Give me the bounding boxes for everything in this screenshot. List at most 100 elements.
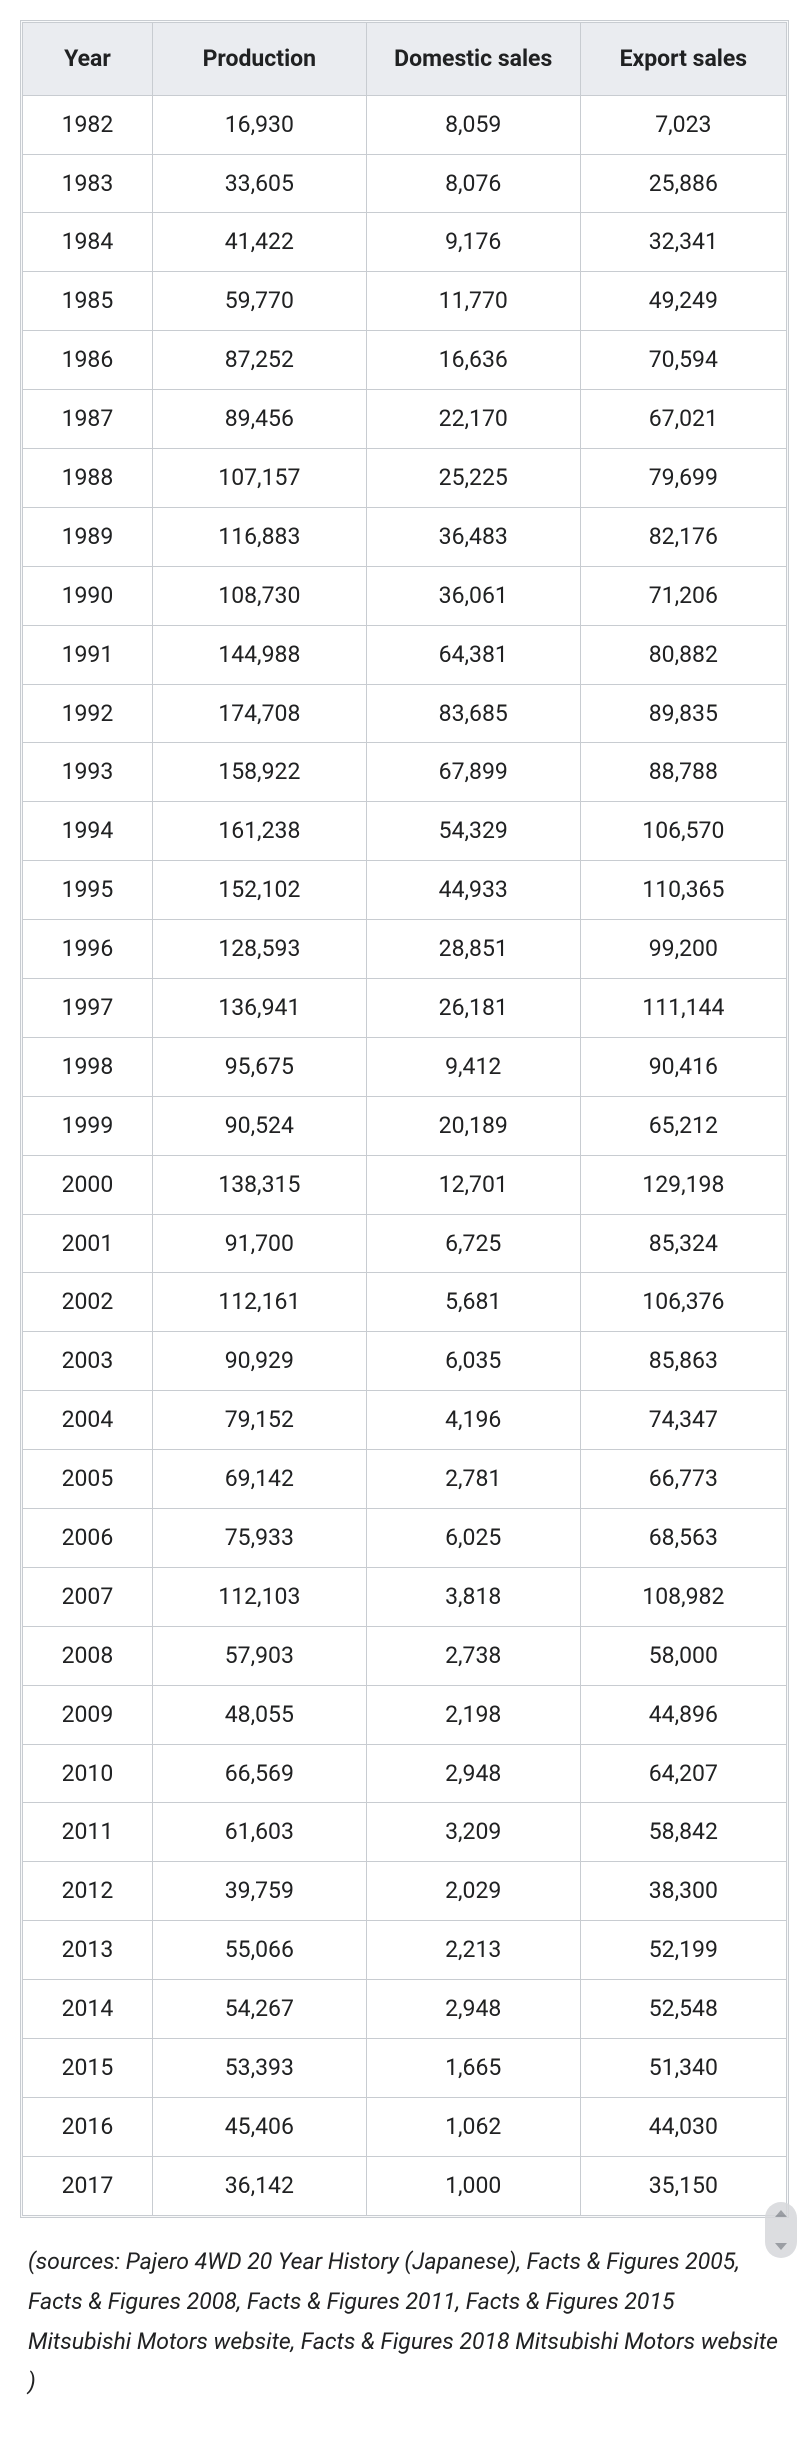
table-cell: 1982 [23,95,153,154]
table-row: 201645,4061,06244,030 [23,2097,787,2156]
table-cell: 58,000 [580,1626,786,1685]
table-cell: 1,665 [366,2039,580,2098]
table-cell: 1,000 [366,2156,580,2215]
table-cell: 61,603 [152,1803,366,1862]
table-row: 198687,25216,63670,594 [23,331,787,390]
table-cell: 36,483 [366,507,580,566]
table-cell: 106,376 [580,1273,786,1332]
table-cell: 74,347 [580,1391,786,1450]
table-cell: 68,563 [580,1509,786,1568]
table-cell: 2015 [23,2039,153,2098]
table-cell: 1987 [23,390,153,449]
scroll-pill[interactable] [765,2202,797,2258]
table-cell: 1992 [23,684,153,743]
table-cell: 2004 [23,1391,153,1450]
table-cell: 53,393 [152,2039,366,2098]
col-header-production[interactable]: Production [152,23,366,96]
table-cell: 2001 [23,1214,153,1273]
table-cell: 52,548 [580,1980,786,2039]
table-cell: 2010 [23,1744,153,1803]
col-header-year[interactable]: Year [23,23,153,96]
table-cell: 75,933 [152,1509,366,1568]
table-row: 2000138,31512,701129,198 [23,1155,787,1214]
table-cell: 116,883 [152,507,366,566]
table-cell: 58,842 [580,1803,786,1862]
table-cell: 138,315 [152,1155,366,1214]
table-cell: 54,329 [366,802,580,861]
table-cell: 1991 [23,625,153,684]
table-row: 200191,7006,72585,324 [23,1214,787,1273]
table-cell: 52,199 [580,1921,786,1980]
table-cell: 2,948 [366,1744,580,1803]
table-row: 1990108,73036,06171,206 [23,566,787,625]
table-cell: 112,161 [152,1273,366,1332]
table-cell: 1989 [23,507,153,566]
table-cell: 25,886 [580,154,786,213]
table-cell: 3,818 [366,1567,580,1626]
table-cell: 90,416 [580,1037,786,1096]
table-cell: 1983 [23,154,153,213]
table-row: 198441,4229,17632,341 [23,213,787,272]
data-table-container: Year Production Domestic sales Export sa… [20,20,789,2218]
table-cell: 26,181 [366,979,580,1038]
table-cell: 2005 [23,1450,153,1509]
table-cell: 66,569 [152,1744,366,1803]
col-header-export-sales[interactable]: Export sales [580,23,786,96]
table-cell: 28,851 [366,920,580,979]
table-cell: 6,035 [366,1332,580,1391]
table-cell: 2012 [23,1862,153,1921]
table-cell: 6,725 [366,1214,580,1273]
table-cell: 2008 [23,1626,153,1685]
table-row: 200569,1422,78166,773 [23,1450,787,1509]
table-cell: 2009 [23,1685,153,1744]
table-cell: 1998 [23,1037,153,1096]
table-cell: 1996 [23,920,153,979]
table-row: 201553,3931,66551,340 [23,2039,787,2098]
col-header-domestic-sales[interactable]: Domestic sales [366,23,580,96]
table-row: 201239,7592,02938,300 [23,1862,787,1921]
table-cell: 11,770 [366,272,580,331]
table-row: 198216,9308,0597,023 [23,95,787,154]
table-cell: 1986 [23,331,153,390]
table-row: 198333,6058,07625,886 [23,154,787,213]
table-cell: 79,699 [580,448,786,507]
table-cell: 136,941 [152,979,366,1038]
table-row: 2002112,1615,681106,376 [23,1273,787,1332]
table-cell: 87,252 [152,331,366,390]
table-cell: 2017 [23,2156,153,2215]
table-cell: 2011 [23,1803,153,1862]
table-cell: 2016 [23,2097,153,2156]
table-cell: 95,675 [152,1037,366,1096]
table-cell: 174,708 [152,684,366,743]
table-row: 201355,0662,21352,199 [23,1921,787,1980]
table-cell: 110,365 [580,861,786,920]
table-cell: 2,198 [366,1685,580,1744]
table-cell: 67,899 [366,743,580,802]
table-cell: 2002 [23,1273,153,1332]
table-cell: 80,882 [580,625,786,684]
table-cell: 70,594 [580,331,786,390]
data-table: Year Production Domestic sales Export sa… [22,22,787,2216]
table-cell: 85,324 [580,1214,786,1273]
table-cell: 4,196 [366,1391,580,1450]
table-cell: 1993 [23,743,153,802]
table-cell: 1994 [23,802,153,861]
table-cell: 12,701 [366,1155,580,1214]
table-cell: 9,412 [366,1037,580,1096]
table-cell: 20,189 [366,1096,580,1155]
table-cell: 2013 [23,1921,153,1980]
table-row: 200675,9336,02568,563 [23,1509,787,1568]
table-cell: 33,605 [152,154,366,213]
table-cell: 90,929 [152,1332,366,1391]
table-row: 2007112,1033,818108,982 [23,1567,787,1626]
table-cell: 1990 [23,566,153,625]
table-cell: 129,198 [580,1155,786,1214]
table-cell: 91,700 [152,1214,366,1273]
table-row: 1994161,23854,329106,570 [23,802,787,861]
table-cell: 8,076 [366,154,580,213]
table-row: 1997136,94126,181111,144 [23,979,787,1038]
table-cell: 107,157 [152,448,366,507]
table-cell: 25,225 [366,448,580,507]
table-cell: 71,206 [580,566,786,625]
table-cell: 16,930 [152,95,366,154]
